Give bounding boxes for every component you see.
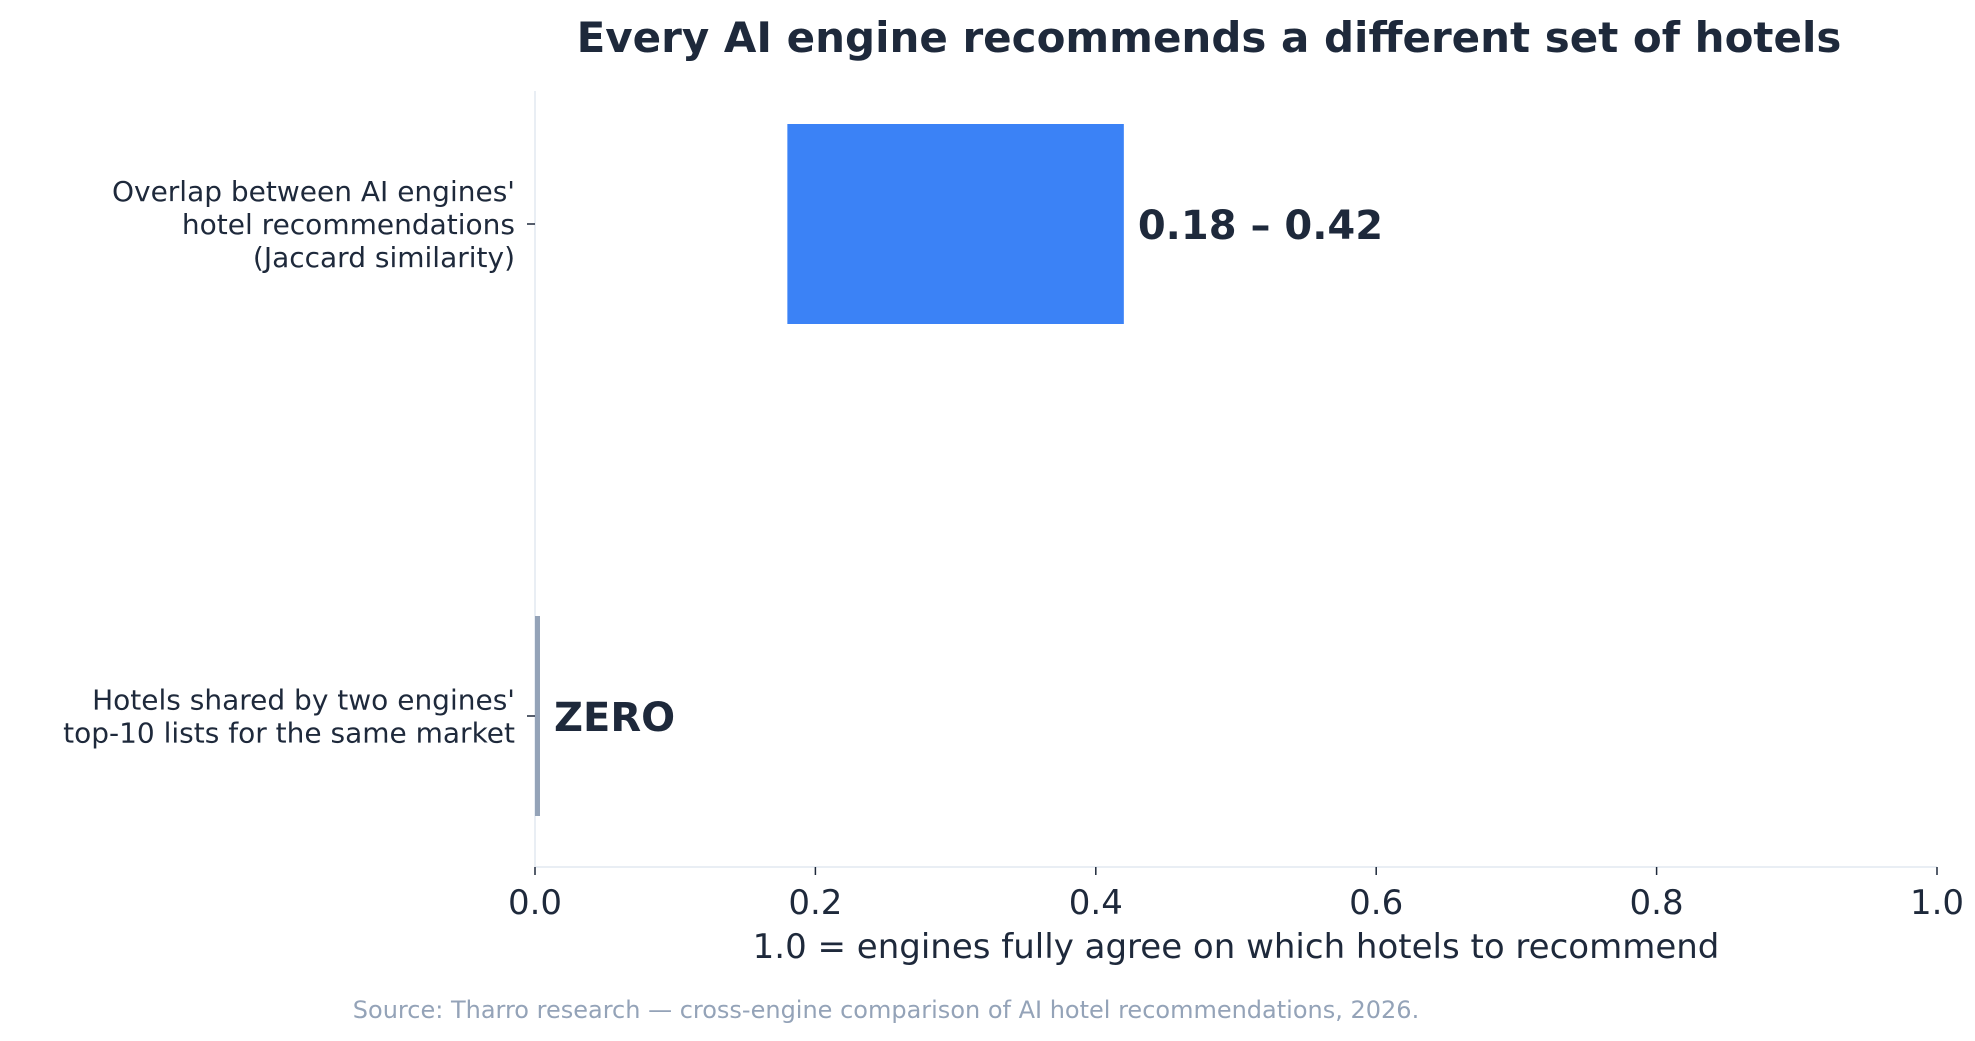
bar-value-label: 0.18 – 0.42 [1138,203,1383,249]
bar [535,616,540,816]
x-tick-label: 0.6 [1349,883,1403,923]
bars: 0.18 – 0.42 ZERO [535,124,1383,816]
x-tick-label: 0.0 [508,883,562,923]
category-label-line: (Jaccard similarity) [253,241,515,274]
category-label-line: Overlap between AI engines' [112,175,515,208]
x-tick-label: 0.2 [788,883,842,923]
category-label-line: Hotels shared by two engines' [92,684,515,717]
category-labels: Overlap between AI engines'hotel recomme… [63,175,515,750]
category-label-line: hotel recommendations [182,208,515,241]
bar-value-label: ZERO [554,695,675,741]
x-tick-label: 0.8 [1630,883,1684,923]
source-note: Source: Tharro research — cross-engine c… [353,996,1419,1024]
x-axis-label: 1.0 = engines fully agree on which hotel… [753,927,1720,967]
axes: 0.0 0.2 0.4 0.6 0.8 1.0 [508,91,1964,923]
chart-title: Every AI engine recommends a different s… [577,13,1842,62]
bar [787,124,1124,324]
x-tick-label: 1.0 [1910,883,1964,923]
x-tick-label: 0.4 [1069,883,1123,923]
category-label-line: top-10 lists for the same market [63,717,515,750]
